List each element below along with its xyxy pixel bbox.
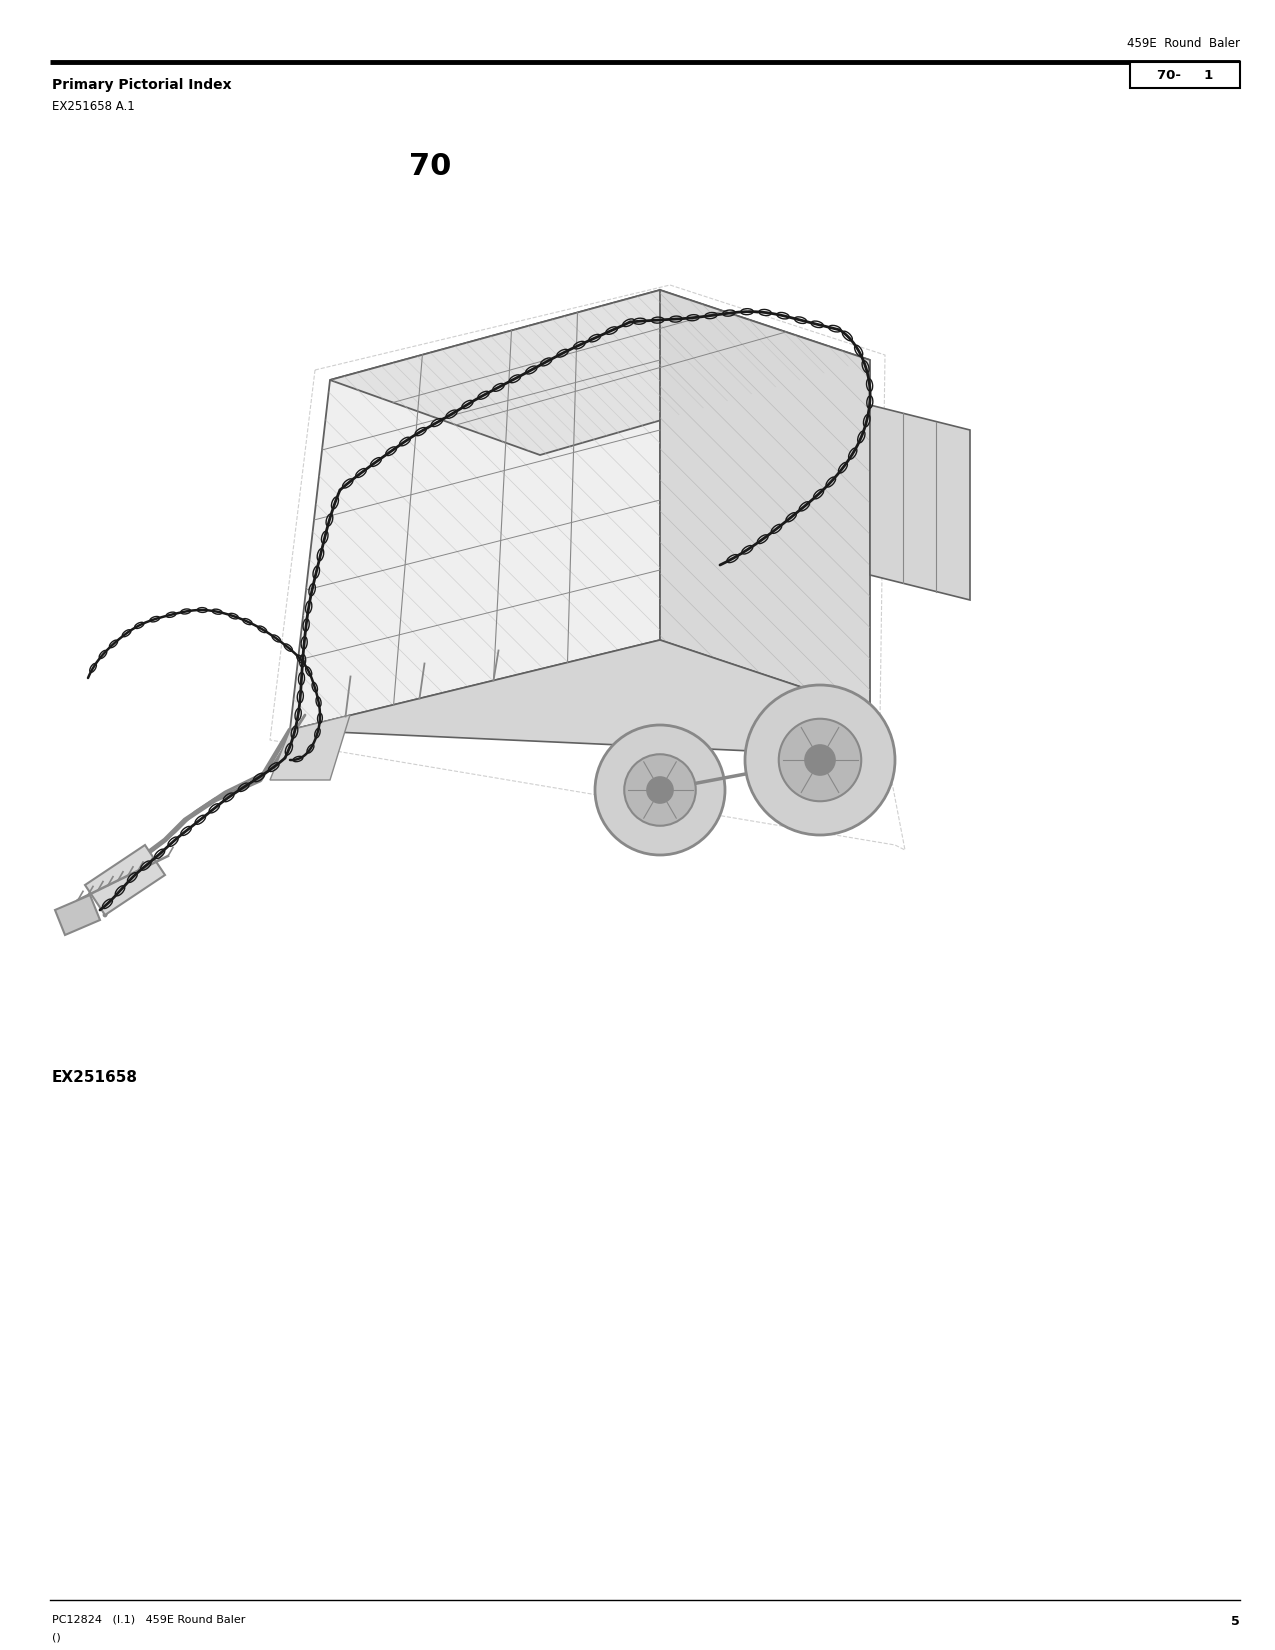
Polygon shape (85, 845, 164, 916)
Text: 5: 5 (1232, 1615, 1241, 1629)
Polygon shape (330, 290, 870, 455)
Text: 70: 70 (409, 152, 451, 182)
Circle shape (745, 685, 895, 835)
Polygon shape (289, 290, 660, 729)
Bar (1130, 63, 1241, 87)
Polygon shape (289, 640, 870, 756)
Polygon shape (660, 290, 870, 710)
Text: Primary Pictorial Index: Primary Pictorial Index (52, 78, 232, 92)
Circle shape (646, 777, 673, 804)
Polygon shape (270, 714, 351, 780)
Text: EX251658 A.1: EX251658 A.1 (52, 101, 135, 112)
Text: PC12824   (I.1)   459E Round Baler: PC12824 (I.1) 459E Round Baler (52, 1615, 245, 1625)
Text: EX251658: EX251658 (52, 1069, 138, 1086)
Polygon shape (55, 894, 99, 936)
Circle shape (779, 719, 861, 802)
Circle shape (595, 724, 725, 855)
Polygon shape (870, 404, 970, 601)
Circle shape (805, 746, 835, 776)
Text: 459E  Round  Baler: 459E Round Baler (1127, 36, 1241, 50)
Circle shape (625, 754, 696, 825)
Text: 70-     1: 70- 1 (1156, 69, 1213, 83)
Text: (): () (52, 1632, 61, 1642)
